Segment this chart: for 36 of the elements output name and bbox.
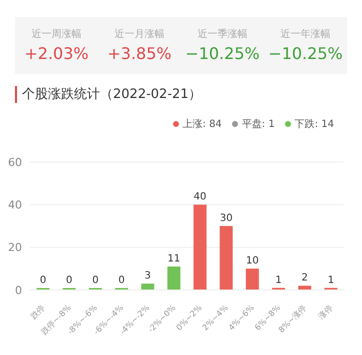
bar: [194, 204, 207, 290]
data-label: 40: [194, 192, 206, 203]
text: 近一季涨幅: [196, 28, 248, 41]
data-label: 3: [144, 270, 151, 282]
y-tick-label: 0: [15, 284, 22, 297]
chart-title: 个股涨跌统计（2022-02-21）: [22, 86, 202, 103]
legend-label: 上涨: 84: [182, 119, 222, 130]
y-tick-label: 20: [8, 241, 22, 254]
data-label: 10: [246, 256, 259, 267]
text: 近一周涨幅: [30, 28, 82, 41]
bar: [246, 268, 259, 290]
text: 近一月涨幅: [114, 28, 166, 41]
x-tick-label: 跌停: [28, 303, 47, 321]
y-tick-label: 40: [8, 198, 22, 212]
data-label: 2: [302, 272, 308, 284]
data-label: 0: [40, 275, 46, 286]
bar: [141, 284, 154, 290]
legend-label: 下跌: 14: [294, 119, 334, 130]
data-label: 0: [66, 275, 72, 286]
data-label: 1: [275, 274, 282, 286]
text: 近一年涨幅: [280, 28, 332, 41]
data-label: 11: [168, 254, 180, 265]
data-label: 0: [92, 275, 99, 286]
x-tick-label: 涨停: [316, 303, 334, 321]
text: +2.03%: [23, 44, 90, 63]
y-tick-label: 60: [8, 156, 22, 169]
bar: [298, 286, 312, 290]
text: +3.85%: [106, 44, 173, 63]
bar: [220, 226, 233, 290]
text: −10.25%: [267, 44, 344, 63]
legend-label: 平盘: 1: [242, 119, 275, 130]
bar: [167, 266, 180, 290]
data-label: 30: [220, 213, 233, 224]
text: −10.25%: [184, 44, 261, 63]
data-label: 0: [118, 275, 125, 286]
data-label: 1: [328, 274, 334, 286]
